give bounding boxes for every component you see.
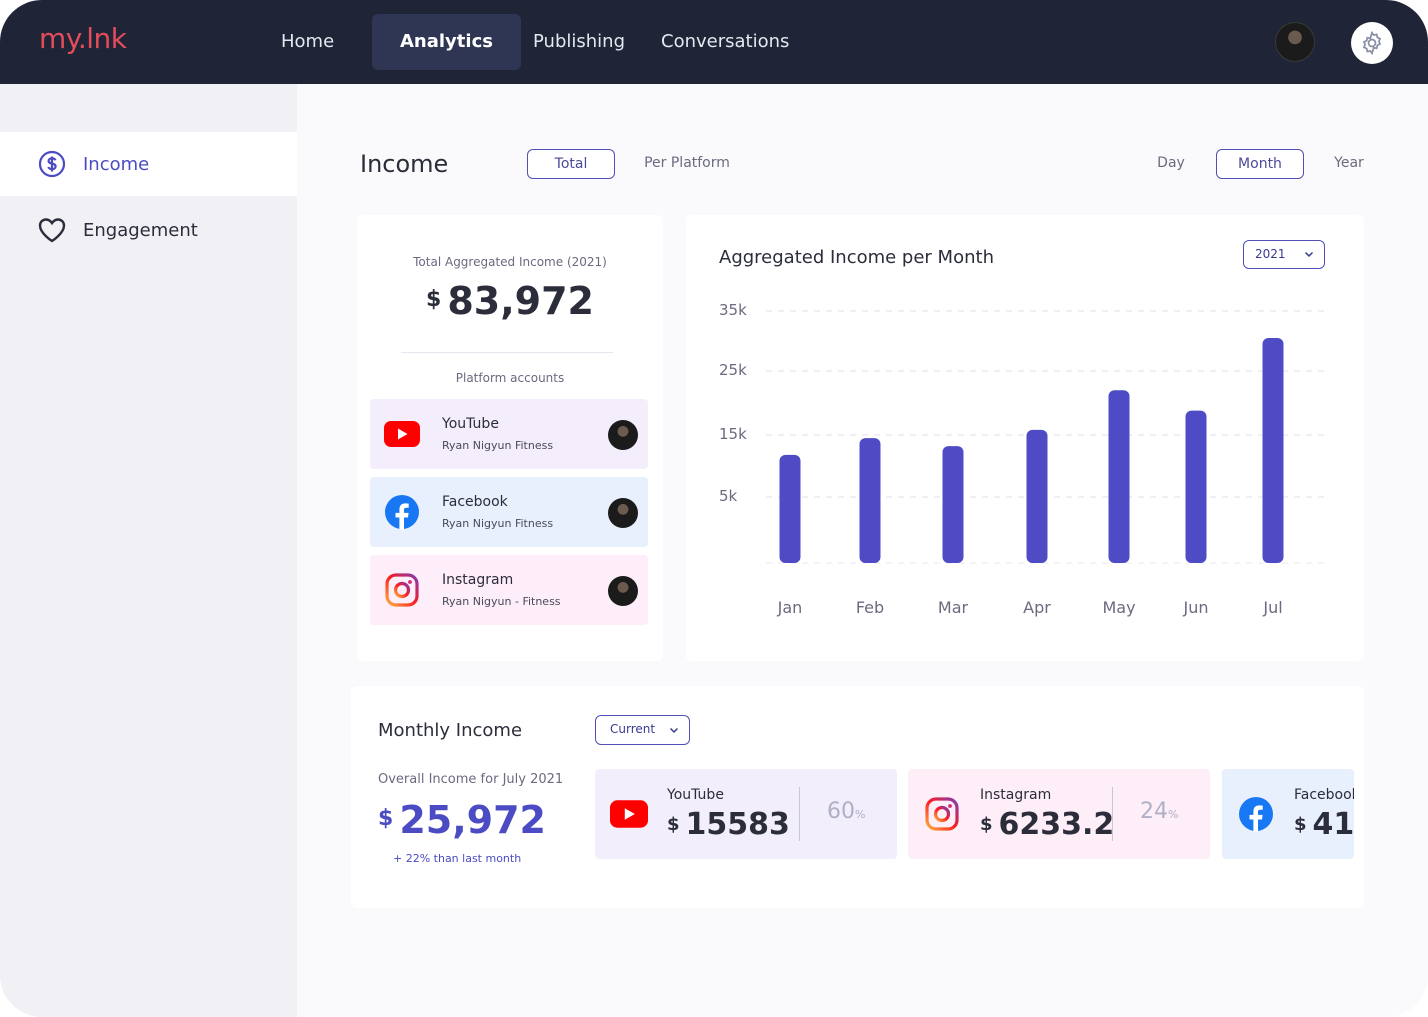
account-avatar [608, 576, 638, 606]
y-tick-label: 15k [719, 425, 747, 443]
platform-name: Instagram [980, 787, 1052, 803]
period-select[interactable]: Current [595, 715, 690, 745]
y-tick-label: 35k [719, 301, 747, 319]
platform-name: Facebook [1294, 787, 1354, 803]
account-platform-name: Facebook [442, 494, 508, 510]
platform-income-instagram[interactable]: Instagram $6233.2 24% [908, 769, 1210, 859]
toggle-total[interactable]: Total [527, 149, 615, 179]
account-avatar [608, 420, 638, 450]
platform-income-youtube[interactable]: YouTube $15583 60% [595, 769, 897, 859]
aggregate-label: Total Aggregated Income (2021) [413, 255, 607, 269]
platform-share-percent: 24% [1140, 799, 1179, 824]
divider [1112, 787, 1113, 841]
account-platform-name: Instagram [442, 572, 514, 588]
y-tick-label: 25k [719, 361, 747, 379]
sidebar-item-label: Income [83, 153, 150, 175]
instagram-icon [384, 572, 420, 608]
y-tick-label: 5k [719, 487, 738, 505]
toggle-year[interactable]: Year [1334, 155, 1364, 171]
x-tick-label: May [1102, 598, 1135, 617]
income-change-text: + 22% than last month [393, 852, 522, 865]
nav-home[interactable]: Home [281, 31, 335, 52]
account-youtube[interactable]: YouTube Ryan Nigyun Fitness [370, 399, 648, 469]
sidebar-item-engagement[interactable]: Engagement [0, 198, 297, 262]
account-name: Ryan Nigyun Fitness [442, 439, 554, 452]
chevron-down-icon [669, 727, 679, 734]
account-instagram[interactable]: Instagram Ryan Nigyun - Fitness [370, 555, 648, 625]
chart-bar-jan[interactable] [779, 454, 801, 563]
x-tick-label: Apr [1023, 598, 1051, 617]
youtube-icon [609, 796, 649, 832]
income-chart-card: Aggregated Income per Month 2021 35k 25k 1… [686, 215, 1364, 661]
bar-chart: 35k 25k 15k 5k Jan Feb Mar Apr May Jun Jul [719, 301, 1326, 617]
x-tick-label: Mar [938, 598, 969, 617]
nav-analytics[interactable]: Analytics [372, 14, 521, 70]
nav-publishing[interactable]: Publishing [533, 31, 625, 52]
year-select[interactable]: 2021 [1243, 240, 1325, 269]
platform-name: YouTube [667, 787, 724, 803]
overall-income-label: Overall Income for July 2021 [378, 772, 564, 787]
platform-accounts-label: Platform accounts [455, 371, 565, 385]
nav-conversations[interactable]: Conversations [661, 31, 790, 52]
account-name: Ryan Nigyun - Fitness [442, 595, 561, 608]
overall-income-value: $25,972 [378, 798, 546, 842]
account-platform-name: YouTube [442, 416, 499, 432]
page-title: Income [360, 150, 449, 178]
divider [799, 787, 800, 841]
gear-icon [1362, 30, 1382, 56]
chart-bar-feb[interactable] [859, 438, 881, 563]
chart-title: Aggregated Income per Month [719, 247, 994, 268]
x-tick-label: Jul [1262, 598, 1282, 617]
sidebar: Income Engagement [0, 84, 297, 1017]
x-tick-label: Feb [856, 598, 884, 617]
sidebar-item-income[interactable]: Income [0, 132, 297, 196]
monthly-income-card: Monthly Income Current Overall Income fo… [351, 686, 1364, 908]
chevron-down-icon [1304, 251, 1314, 258]
divider [401, 352, 613, 353]
facebook-icon [1236, 796, 1276, 832]
toggle-per-platform[interactable]: Per Platform [644, 155, 730, 171]
toggle-day[interactable]: Day [1157, 155, 1185, 171]
account-facebook[interactable]: Facebook Ryan Nigyun Fitness [370, 477, 648, 547]
aggregate-income-card: Total Aggregated Income (2021) $83,972 P… [357, 215, 663, 661]
chart-bar-jul[interactable] [1262, 338, 1284, 563]
chart-bar-mar[interactable] [942, 446, 964, 563]
facebook-icon [384, 494, 420, 530]
x-tick-label: Jan [777, 598, 803, 617]
account-name: Ryan Nigyun Fitness [442, 517, 554, 530]
chart-bar-apr[interactable] [1026, 429, 1048, 563]
platform-income-value: $6233.2 [980, 807, 1115, 842]
top-navbar: my.lnk Home Analytics Publishing Convers… [0, 0, 1428, 84]
sidebar-item-label: Engagement [83, 219, 198, 241]
account-avatar [608, 498, 638, 528]
x-tick-label: Jun [1183, 598, 1209, 617]
heart-icon [37, 215, 67, 245]
chart-bar-jun[interactable] [1185, 410, 1207, 563]
monthly-income-title: Monthly Income [378, 720, 523, 741]
platform-income-value: $15583 [667, 807, 790, 842]
dollar-circle-icon [37, 149, 67, 179]
brand-logo[interactable]: my.lnk [39, 22, 127, 55]
toggle-month[interactable]: Month [1216, 149, 1304, 179]
instagram-icon [922, 796, 962, 832]
youtube-icon [384, 416, 420, 452]
aggregate-value: $83,972 [426, 279, 594, 323]
chart-bar-may[interactable] [1108, 390, 1130, 563]
user-avatar[interactable] [1275, 22, 1315, 62]
platform-share-percent: 60% [827, 799, 866, 824]
platform-income-value: $415 [1294, 807, 1354, 842]
settings-button[interactable] [1351, 22, 1393, 64]
platform-income-facebook[interactable]: Facebook $415 [1222, 769, 1354, 859]
